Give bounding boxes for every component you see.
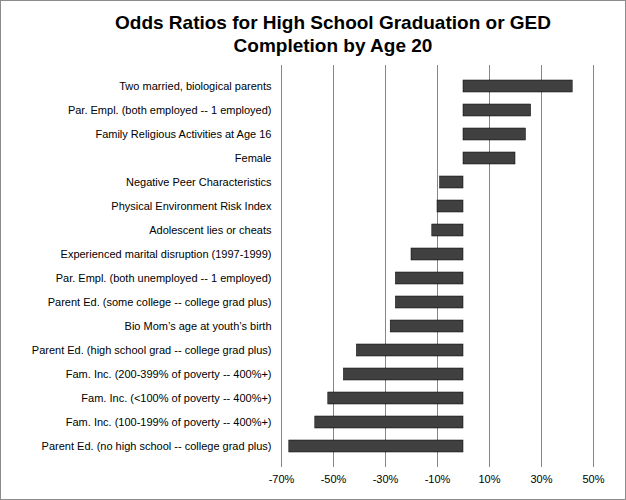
svg-text:-30%: -30% xyxy=(373,473,399,485)
svg-text:30%: 30% xyxy=(530,473,552,485)
svg-text:-70%: -70% xyxy=(269,473,295,485)
svg-text:Parent Ed. (some college -- co: Parent Ed. (some college -- college grad… xyxy=(48,296,272,308)
svg-text:Family Religious Activities at: Family Religious Activities at Age 16 xyxy=(95,128,271,140)
svg-text:10%: 10% xyxy=(478,473,500,485)
svg-text:50%: 50% xyxy=(582,473,604,485)
svg-text:Negative Peer Characteristics: Negative Peer Characteristics xyxy=(126,176,272,188)
svg-text:Experienced marital disruption: Experienced marital disruption (1997-199… xyxy=(61,248,272,260)
svg-text:Par. Empl. (both employed -- 1: Par. Empl. (both employed -- 1 employed) xyxy=(68,104,272,116)
svg-text:Parent Ed. (high school grad -: Parent Ed. (high school grad -- college … xyxy=(32,344,272,356)
svg-text:-50%: -50% xyxy=(321,473,347,485)
svg-text:Fam. Inc. (200-399% of poverty: Fam. Inc. (200-399% of poverty -- 400%+) xyxy=(66,368,272,380)
svg-text:-10%: -10% xyxy=(425,473,451,485)
html-text:Odds Ratios for High School Gr: Odds Ratios for High School Graduation o… xyxy=(115,12,551,56)
svg-text:Physical Environment Risk Inde: Physical Environment Risk Index xyxy=(111,200,272,212)
svg-text:Bio Mom’s age at youth’s birth: Bio Mom’s age at youth’s birth xyxy=(125,320,272,332)
svg-text:Female: Female xyxy=(235,152,272,164)
svg-text:Fam. Inc. (100-199% of poverty: Fam. Inc. (100-199% of poverty -- 400%+) xyxy=(66,416,272,428)
svg-text:Par. Empl. (both unemployed --: Par. Empl. (both unemployed -- 1 employe… xyxy=(56,272,272,284)
svg-text:Fam. Inc. (<100% of poverty --: Fam. Inc. (<100% of poverty -- 400%+) xyxy=(81,392,271,404)
svg-text:Adolescent lies or cheats: Adolescent lies or cheats xyxy=(149,224,272,236)
svg-text:Parent Ed. (no high school --: Parent Ed. (no high school -- college gr… xyxy=(42,440,272,452)
svg-text:Two married, biological parent: Two married, biological parents xyxy=(119,80,272,92)
